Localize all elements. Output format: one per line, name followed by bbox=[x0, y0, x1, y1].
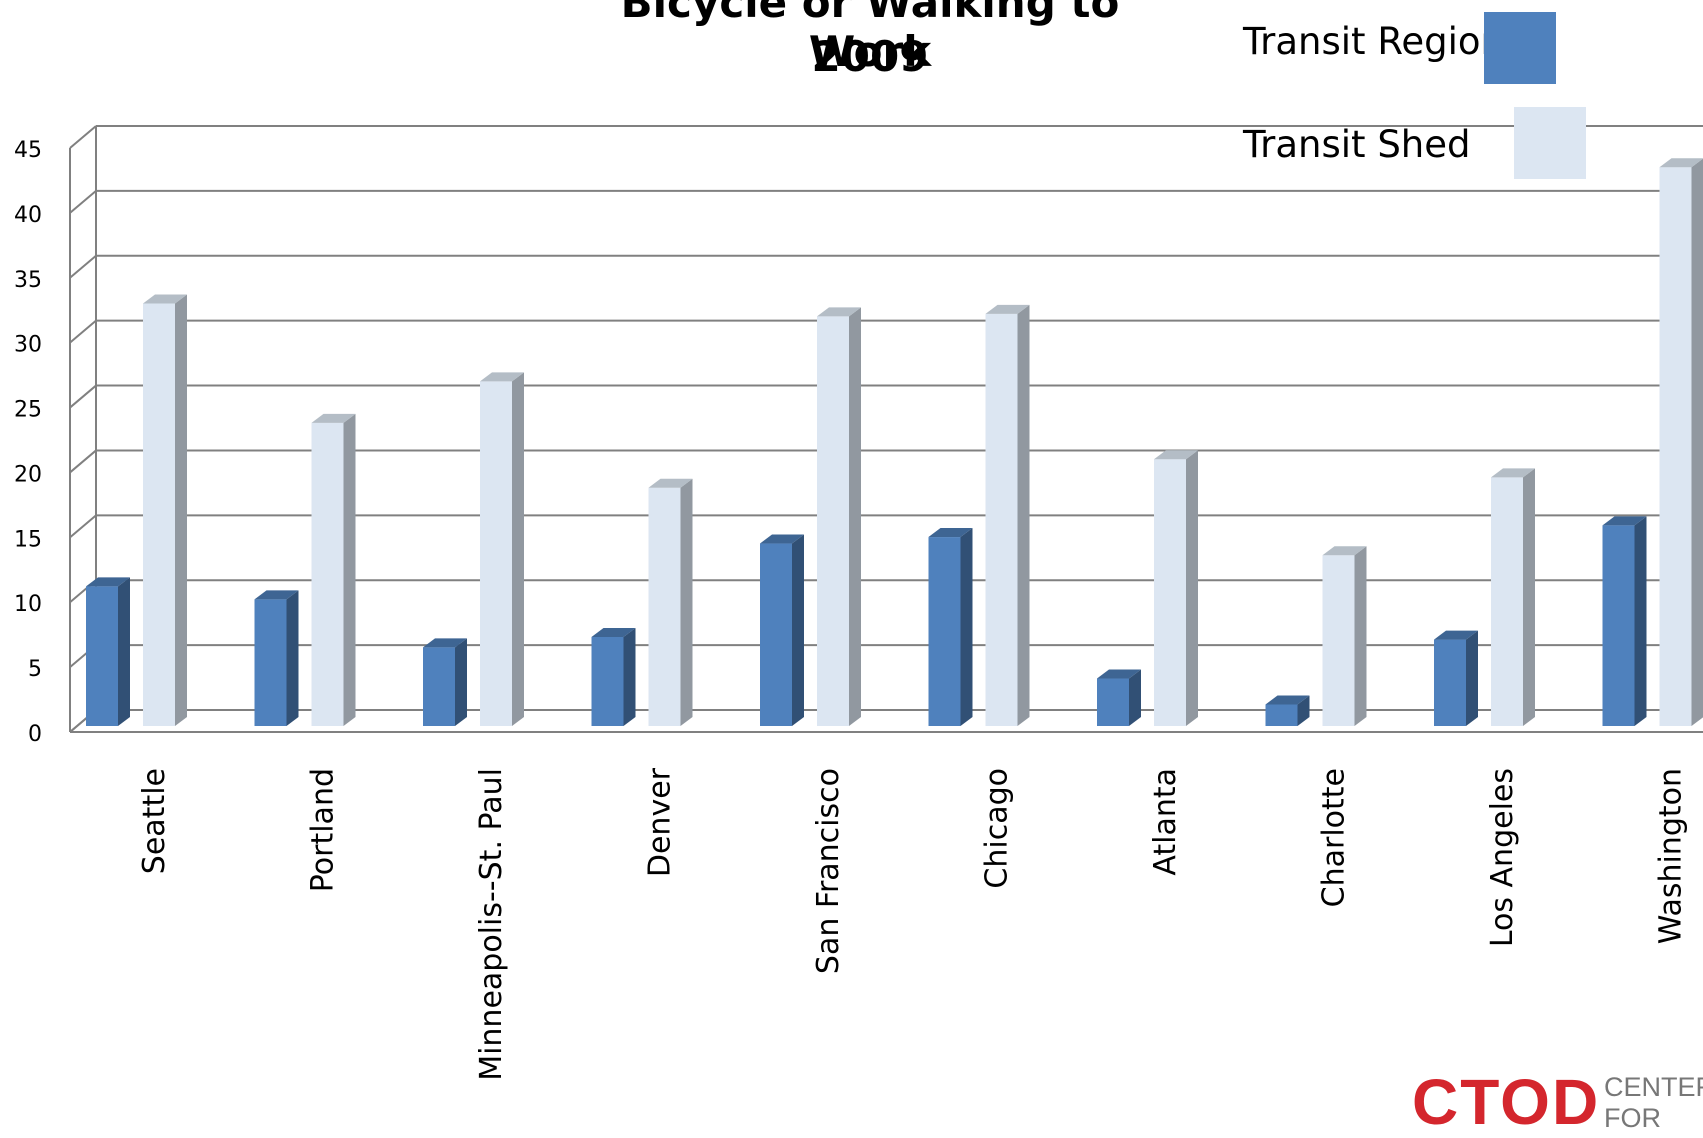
x-tick-label: Minneapolis--St. Paul bbox=[474, 768, 509, 1081]
bar-side bbox=[344, 414, 356, 726]
bar-side bbox=[1692, 158, 1703, 726]
bar bbox=[760, 535, 804, 726]
legend-swatch-transit-shed bbox=[1514, 107, 1586, 179]
bar-front bbox=[1491, 477, 1523, 726]
gridline-diagonal bbox=[70, 515, 96, 537]
bar bbox=[1323, 546, 1367, 726]
bar-side bbox=[287, 590, 299, 726]
bar-front bbox=[1323, 555, 1355, 726]
gridline-diagonal bbox=[70, 256, 96, 278]
bar-front bbox=[1434, 640, 1466, 726]
bars bbox=[86, 158, 1703, 726]
bar-side bbox=[681, 479, 693, 726]
bar bbox=[143, 294, 187, 726]
y-tick-label: 15 bbox=[14, 527, 42, 552]
x-tick-label: Seattle bbox=[137, 768, 172, 874]
bar-front bbox=[143, 303, 175, 726]
bar-front bbox=[1266, 704, 1298, 726]
bar-front bbox=[760, 544, 792, 726]
legend-label-transit-shed: Transit Shed bbox=[1243, 123, 1471, 166]
y-tick-label: 35 bbox=[14, 268, 42, 293]
y-tick-label: 30 bbox=[14, 333, 42, 358]
bar-side bbox=[961, 528, 973, 726]
gridline-diagonal bbox=[70, 321, 96, 343]
x-tick-label: Charlotte bbox=[1317, 768, 1352, 907]
y-tick-label: 25 bbox=[14, 398, 42, 423]
bar bbox=[255, 590, 299, 726]
bar bbox=[1154, 450, 1198, 726]
y-tick-label: 10 bbox=[14, 592, 42, 617]
gridline-diagonal bbox=[70, 450, 96, 472]
bar-side bbox=[512, 372, 524, 726]
y-tick-label: 20 bbox=[14, 462, 42, 487]
bar-front bbox=[1154, 459, 1186, 726]
y-tick-label: 45 bbox=[14, 138, 42, 163]
bar-front bbox=[817, 316, 849, 726]
gridline-diagonal bbox=[70, 126, 96, 148]
bar-front bbox=[480, 381, 512, 726]
bar bbox=[312, 414, 356, 726]
logo-subtitle: CENTER FOR bbox=[1604, 1072, 1703, 1134]
bar bbox=[1097, 670, 1141, 726]
bar-side bbox=[1129, 670, 1141, 726]
bar-front bbox=[312, 423, 344, 726]
bar bbox=[1660, 158, 1703, 726]
bar-side bbox=[624, 628, 636, 726]
bar bbox=[1434, 631, 1478, 726]
bar bbox=[1266, 695, 1310, 726]
bar-front bbox=[929, 537, 961, 726]
y-tick-label: 40 bbox=[14, 203, 42, 228]
bar bbox=[1491, 468, 1535, 726]
x-tick-label: Chicago bbox=[980, 768, 1015, 889]
bar-side bbox=[1523, 468, 1535, 726]
bar-front bbox=[1097, 679, 1129, 726]
x-tick-label: San Francisco bbox=[811, 768, 846, 974]
bar bbox=[649, 479, 693, 726]
bar-side bbox=[1466, 631, 1478, 726]
bar-front bbox=[986, 314, 1018, 726]
bar-side bbox=[175, 294, 187, 726]
bar-side bbox=[1186, 450, 1198, 726]
bar-front bbox=[423, 647, 455, 726]
bar bbox=[592, 628, 636, 726]
ctod-logo: CTOD bbox=[1412, 1070, 1600, 1134]
bar-side bbox=[849, 307, 861, 726]
x-tick-label: Atlanta bbox=[1148, 768, 1183, 876]
legend-label-transit-region: Transit Region bbox=[1243, 20, 1504, 63]
x-tick-label: Portland bbox=[306, 768, 341, 892]
y-tick-label: 0 bbox=[28, 722, 42, 747]
bar-front bbox=[1603, 525, 1635, 726]
bar-side bbox=[1355, 546, 1367, 726]
bar bbox=[986, 305, 1030, 726]
bar-front bbox=[1660, 167, 1692, 726]
bar bbox=[480, 372, 524, 726]
legend-swatch-transit-region bbox=[1484, 12, 1556, 84]
bar bbox=[86, 577, 130, 726]
gridline-diagonal bbox=[70, 386, 96, 408]
x-axis-labels: Seattle Portland Minneapolis--St. Paul Denv… bbox=[137, 767, 1689, 1080]
bar bbox=[817, 307, 861, 726]
bar-front bbox=[255, 599, 287, 726]
bar-front bbox=[86, 586, 118, 726]
bar-side bbox=[792, 535, 804, 726]
x-tick-label: Washington bbox=[1654, 768, 1689, 944]
bar bbox=[929, 528, 973, 726]
bar bbox=[1603, 516, 1647, 726]
bar-front bbox=[649, 488, 681, 726]
bar-front bbox=[592, 637, 624, 726]
gridline-diagonal bbox=[70, 191, 96, 213]
y-axis-ticks: 0 5 10 15 20 25 30 35 40 45 bbox=[14, 138, 42, 747]
chart-title-line-2: 2009 bbox=[560, 32, 1180, 81]
y-tick-label: 5 bbox=[28, 657, 42, 682]
x-tick-label: Los Angeles bbox=[1485, 768, 1520, 947]
bar-side bbox=[118, 577, 130, 726]
bar-side bbox=[1018, 305, 1030, 726]
x-tick-label: Denver bbox=[643, 767, 678, 877]
bar-side bbox=[1635, 516, 1647, 726]
bar bbox=[423, 638, 467, 726]
bar-side bbox=[455, 638, 467, 726]
